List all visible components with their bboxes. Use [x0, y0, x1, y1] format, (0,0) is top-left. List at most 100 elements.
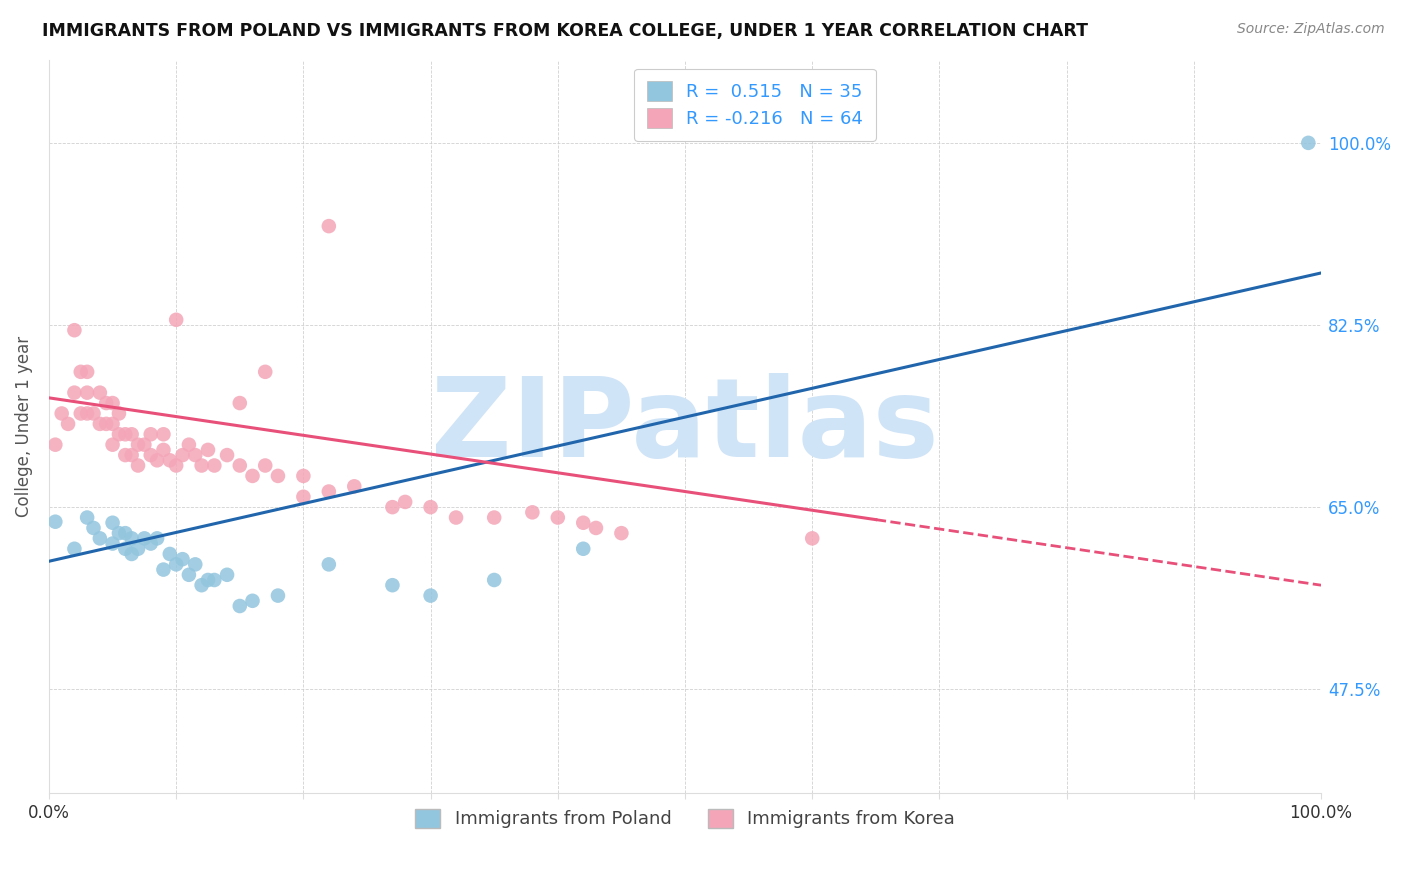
Point [482, 510, 505, 524]
Point [96, 417, 118, 431]
Point [522, 505, 544, 519]
Point [89, 417, 111, 431]
Point [197, 573, 219, 587]
Point [585, 521, 607, 535]
Point [127, 438, 149, 452]
Point [172, 448, 194, 462]
Point [69, 407, 91, 421]
Point [134, 532, 156, 546]
Point [139, 536, 162, 550]
Legend: Immigrants from Poland, Immigrants from Korea: Immigrants from Poland, Immigrants from … [408, 801, 962, 836]
Point [242, 594, 264, 608]
Point [229, 458, 252, 473]
Point [56, 417, 79, 431]
Point [76, 365, 98, 379]
Text: IMMIGRANTS FROM POLAND VS IMMIGRANTS FROM KOREA COLLEGE, UNDER 1 YEAR CORRELATIO: IMMIGRANTS FROM POLAND VS IMMIGRANTS FRO… [42, 22, 1088, 40]
Point [254, 365, 277, 379]
Point [165, 313, 187, 327]
Point [96, 396, 118, 410]
Point [82, 407, 104, 421]
Point [572, 541, 595, 556]
Point [572, 516, 595, 530]
Point [114, 541, 136, 556]
Point [177, 567, 200, 582]
Point [172, 552, 194, 566]
Point [165, 458, 187, 473]
Point [89, 532, 111, 546]
Point [159, 453, 181, 467]
Point [419, 589, 441, 603]
Point [44, 515, 66, 529]
Point [108, 526, 131, 541]
Point [101, 417, 124, 431]
Point [121, 448, 143, 462]
Point [1298, 136, 1320, 150]
Point [114, 448, 136, 462]
Point [318, 558, 340, 572]
Point [343, 479, 366, 493]
Point [127, 541, 149, 556]
Text: Source: ZipAtlas.com: Source: ZipAtlas.com [1237, 22, 1385, 37]
Point [419, 500, 441, 515]
Point [229, 396, 252, 410]
Point [215, 448, 238, 462]
Point [63, 323, 86, 337]
Point [482, 573, 505, 587]
Point [394, 495, 416, 509]
Point [101, 516, 124, 530]
Point [44, 438, 66, 452]
Point [152, 442, 174, 457]
Point [121, 532, 143, 546]
Point [197, 442, 219, 457]
Point [184, 448, 207, 462]
Point [215, 567, 238, 582]
Point [165, 558, 187, 572]
Point [101, 438, 124, 452]
Point [202, 458, 225, 473]
Point [114, 427, 136, 442]
Point [121, 547, 143, 561]
Point [89, 385, 111, 400]
Point [76, 510, 98, 524]
Point [610, 526, 633, 541]
Point [82, 521, 104, 535]
Point [127, 458, 149, 473]
Point [229, 599, 252, 613]
Point [444, 510, 467, 524]
Text: ZIPatlas: ZIPatlas [432, 373, 939, 480]
Point [114, 526, 136, 541]
Point [121, 427, 143, 442]
Point [152, 427, 174, 442]
Y-axis label: College, Under 1 year: College, Under 1 year [15, 336, 32, 517]
Point [547, 510, 569, 524]
Point [190, 458, 212, 473]
Point [202, 573, 225, 587]
Point [146, 453, 169, 467]
Point [318, 219, 340, 234]
Point [267, 589, 290, 603]
Point [139, 448, 162, 462]
Point [101, 536, 124, 550]
Point [69, 365, 91, 379]
Point [381, 578, 404, 592]
Point [108, 407, 131, 421]
Point [254, 458, 277, 473]
Point [76, 385, 98, 400]
Point [51, 407, 73, 421]
Point [134, 438, 156, 452]
Point [101, 396, 124, 410]
Point [184, 558, 207, 572]
Point [801, 532, 824, 546]
Point [190, 578, 212, 592]
Point [292, 469, 315, 483]
Point [267, 469, 290, 483]
Point [63, 541, 86, 556]
Point [318, 484, 340, 499]
Point [63, 385, 86, 400]
Point [76, 407, 98, 421]
Point [242, 469, 264, 483]
Point [146, 532, 169, 546]
Point [381, 500, 404, 515]
Point [159, 547, 181, 561]
Point [292, 490, 315, 504]
